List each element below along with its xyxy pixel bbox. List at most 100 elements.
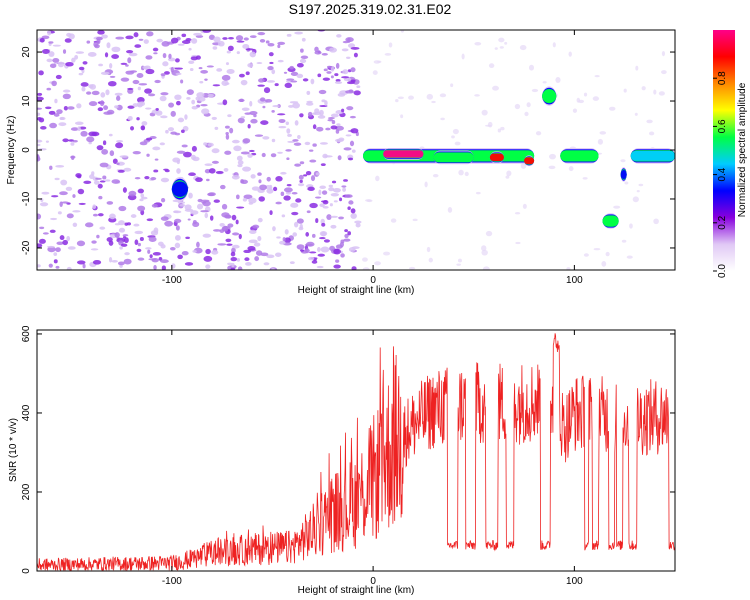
noise-blob [75,173,82,178]
noise-blob [257,32,266,36]
noise-blob [101,148,109,155]
noise-blob [330,215,338,218]
noise-blob [56,109,63,115]
noise-blob [317,115,326,119]
noise-blob [92,259,102,265]
noise-blob [205,264,211,269]
noise-blob [335,79,341,82]
noise-blob [106,42,111,49]
noise-blob [80,82,89,87]
noise-blob [333,248,341,255]
noise-blob [281,214,286,218]
noise-blob [292,102,300,109]
noise-blob [188,60,195,64]
noise-blob [249,229,257,235]
noise-speck [481,109,488,116]
noise-blob [57,211,62,215]
noise-blob [147,93,156,97]
noise-blob [37,139,43,143]
noise-blob [103,105,109,111]
noise-blob [286,78,295,81]
noise-blob [230,267,235,270]
y-tick-label: 10 [21,95,32,107]
noise-blob [96,145,104,151]
noise-speck [458,169,464,176]
noise-speck [626,255,633,259]
noise-blob [159,95,167,102]
noise-blob [59,191,68,196]
noise-blob [266,254,275,259]
noise-blob [277,59,284,63]
noise-blob [236,257,241,262]
noise-blob [225,238,232,243]
noise-blob [148,236,157,242]
noise-blob [134,239,139,246]
noise-speck [506,170,512,177]
noise-blob [144,88,153,94]
noise-blob [81,86,86,92]
noise-speck [456,263,461,266]
noise-speck [488,63,495,69]
noise-blob [207,93,214,98]
noise-blob [227,114,232,118]
noise-blob [41,191,50,195]
noise-speck [576,97,581,103]
noise-blob [216,68,223,72]
noise-blob [315,172,320,176]
noise-blob [248,202,254,205]
noise-speck [605,251,610,257]
noise-blob [141,121,148,126]
noise-speck [613,205,621,209]
noise-blob [106,237,113,242]
noise-blob [71,155,75,161]
noise-blob [64,38,72,43]
noise-blob [225,134,230,140]
noise-speck [492,85,499,91]
noise-blob [309,251,317,254]
noise-blob [243,194,253,200]
noise-blob [271,110,275,113]
noise-blob [333,200,338,203]
noise-blob [319,185,327,190]
noise-blob [177,43,185,46]
noise-blob [48,110,56,115]
noise-blob [49,165,53,170]
noise-blob [37,112,41,116]
noise-blob [168,102,175,108]
noise-blob [323,68,328,72]
noise-blob [348,247,356,252]
noise-blob [87,52,97,57]
noise-blob [112,158,118,164]
noise-blob [231,214,237,221]
noise-blob [300,249,305,252]
noise-blob [353,52,358,58]
noise-blob [296,244,305,250]
noise-blob [115,36,125,40]
noise-blob [88,141,92,145]
noise-blob [62,239,69,246]
noise-speck [497,128,502,133]
noise-blob [236,155,243,161]
noise-blob [99,226,106,230]
spectral-ridge [630,150,675,161]
y-tick-label: 20 [21,46,32,58]
noise-blob [211,160,219,164]
noise-blob [335,259,340,263]
noise-blob [189,67,194,72]
noise-speck [474,41,482,46]
noise-blob [262,105,266,109]
snr-xlabel: Height of straight line (km) [298,585,415,596]
noise-blob [97,30,105,35]
noise-blob [62,49,67,54]
noise-blob [184,262,194,266]
noise-blob [49,122,58,129]
noise-blob [197,97,206,102]
noise-blob [60,179,68,186]
noise-blob [155,108,159,111]
noise-blob [330,193,339,197]
noise-blob [320,231,327,237]
noise-blob [230,256,238,262]
noise-blob [332,188,341,193]
noise-blob [350,67,356,73]
noise-blob [38,117,45,123]
